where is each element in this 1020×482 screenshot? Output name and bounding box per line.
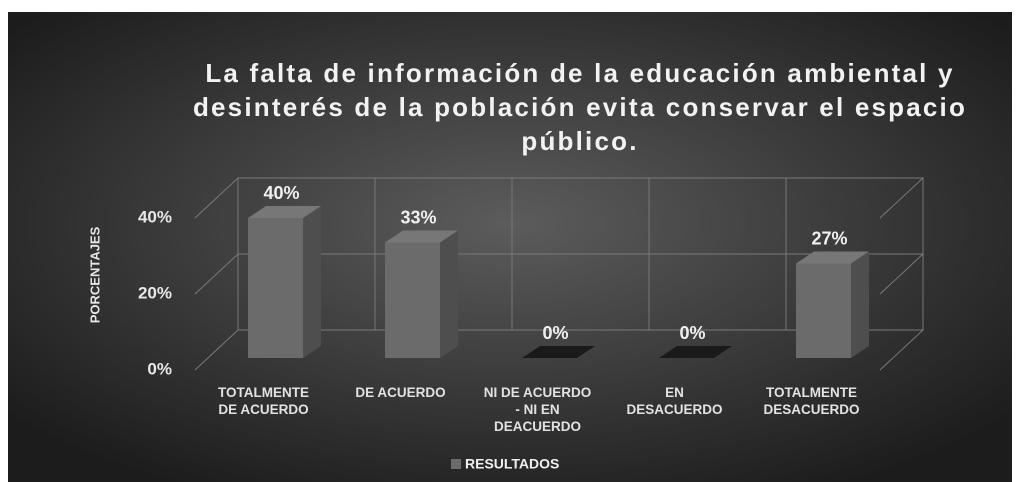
x-tick-label: EN DESACUERDO (626, 385, 723, 417)
bar-side (303, 206, 321, 358)
bar-side (440, 230, 458, 358)
bar-top (248, 206, 321, 218)
x-tick-label: DE ACUERDO (355, 385, 446, 400)
y-tick-label: 20% (138, 283, 172, 302)
y-axis-label: PORCENTAJES (87, 226, 102, 323)
x-tick-label: NI DE ACUERDO - NI EN DEACUERDO (483, 385, 592, 434)
legend-swatch (451, 459, 461, 469)
chart-background (8, 12, 1012, 482)
bar (796, 263, 851, 358)
bar-side (851, 251, 869, 358)
bar-top (659, 346, 732, 358)
data-label: 33% (400, 207, 436, 227)
bar (385, 242, 440, 358)
x-tick-label: TOTALMENTE DE ACUERDO (218, 385, 309, 417)
grid-line (194, 253, 925, 295)
y-tick-label: 40% (138, 207, 172, 226)
x-tick-label: TOTALMENTE DESACUERDO (763, 385, 860, 417)
chart-title: La falta de información de la educación … (205, 58, 954, 88)
grid-line (194, 177, 925, 219)
legend-label: RESULTADOS (465, 456, 559, 472)
grid-line (194, 329, 925, 371)
bar-top (796, 251, 869, 264)
chart-title: desinterés de la población evita conserv… (193, 92, 967, 122)
chart-title: público. (521, 126, 638, 156)
bar-top (522, 346, 595, 358)
bar (248, 218, 303, 358)
data-label: 0% (542, 323, 568, 343)
bar-top (385, 230, 458, 243)
y-tick-label: 0% (147, 359, 172, 378)
data-label: 27% (811, 228, 847, 248)
data-label: 0% (679, 323, 705, 343)
data-label: 40% (263, 183, 299, 203)
